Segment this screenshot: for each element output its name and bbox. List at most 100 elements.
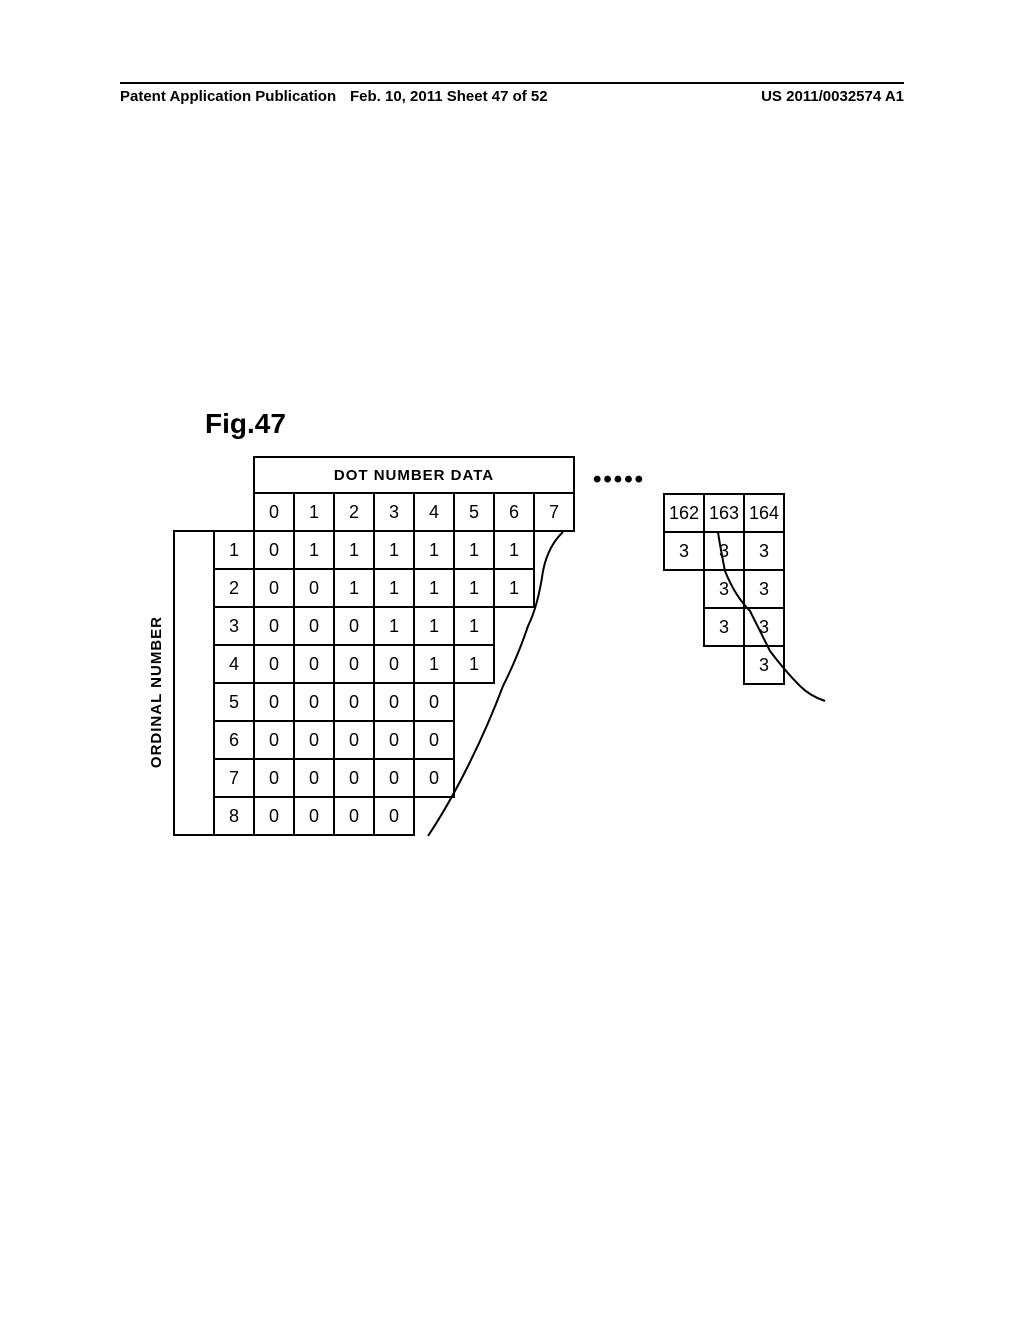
data-cell xyxy=(664,646,704,684)
data-cell: 1 xyxy=(454,645,494,683)
ordinal-cell: 5 xyxy=(214,683,254,721)
data-cell: 0 xyxy=(414,683,454,721)
main-data-table: DOT NUMBER DATA 0 1 2 3 4 5 6 7 1 0 1 1 … xyxy=(173,456,575,836)
data-cell: 1 xyxy=(454,531,494,569)
data-cell xyxy=(534,759,574,797)
data-cell xyxy=(534,531,574,569)
data-cell xyxy=(534,607,574,645)
header-publication: Patent Application Publication xyxy=(120,88,336,105)
ellipsis-dots: ••••• xyxy=(593,466,645,494)
data-cell: 0 xyxy=(254,721,294,759)
data-cell xyxy=(494,683,534,721)
data-cell xyxy=(664,608,704,646)
data-cell: 0 xyxy=(294,569,334,607)
data-cell: 3 xyxy=(704,570,744,608)
data-cell xyxy=(494,721,534,759)
data-cell: 0 xyxy=(374,759,414,797)
data-cell: 1 xyxy=(294,531,334,569)
data-cell: 3 xyxy=(664,532,704,570)
data-cell: 0 xyxy=(294,797,334,835)
data-cell: 0 xyxy=(414,759,454,797)
ordinal-cell: 1 xyxy=(214,531,254,569)
data-cell: 3 xyxy=(744,646,784,684)
dot-number-data-title: DOT NUMBER DATA xyxy=(254,457,574,493)
data-cell: 0 xyxy=(254,569,294,607)
data-cell: 0 xyxy=(374,645,414,683)
data-cell: 0 xyxy=(294,683,334,721)
ordinal-cell: 7 xyxy=(214,759,254,797)
data-cell: 1 xyxy=(374,569,414,607)
col-header: 164 xyxy=(744,494,784,532)
data-cell xyxy=(454,797,494,835)
data-cell xyxy=(534,569,574,607)
data-cell: 0 xyxy=(334,759,374,797)
data-cell: 3 xyxy=(704,608,744,646)
data-cell xyxy=(534,683,574,721)
data-cell: 0 xyxy=(414,721,454,759)
data-cell: 3 xyxy=(744,570,784,608)
header-pub-number: US 2011/0032574 A1 xyxy=(761,88,904,105)
col-header: 0 xyxy=(254,493,294,531)
data-cell: 0 xyxy=(334,797,374,835)
col-header: 6 xyxy=(494,493,534,531)
data-cell: 1 xyxy=(494,531,534,569)
data-cell: 0 xyxy=(374,721,414,759)
figure-container: ORDINAL NUMBER DOT NUMBER DATA 0 1 2 3 4… xyxy=(148,456,785,836)
data-cell xyxy=(534,721,574,759)
col-header: 4 xyxy=(414,493,454,531)
col-header: 7 xyxy=(534,493,574,531)
data-cell: 1 xyxy=(454,607,494,645)
data-cell: 0 xyxy=(254,797,294,835)
ordinal-cell: 6 xyxy=(214,721,254,759)
data-cell: 0 xyxy=(334,683,374,721)
ordinal-cell: 8 xyxy=(214,797,254,835)
data-cell xyxy=(494,759,534,797)
data-cell: 1 xyxy=(414,569,454,607)
col-header: 5 xyxy=(454,493,494,531)
data-cell: 1 xyxy=(454,569,494,607)
data-cell: 3 xyxy=(704,532,744,570)
data-cell xyxy=(454,759,494,797)
data-cell xyxy=(494,797,534,835)
data-cell: 3 xyxy=(744,532,784,570)
data-cell: 1 xyxy=(334,531,374,569)
data-cell xyxy=(454,721,494,759)
data-cell: 0 xyxy=(254,645,294,683)
ordinal-number-label: ORDINAL NUMBER xyxy=(148,616,165,768)
data-cell: 0 xyxy=(254,683,294,721)
data-cell xyxy=(704,646,744,684)
data-cell: 1 xyxy=(414,607,454,645)
data-cell xyxy=(494,645,534,683)
data-cell: 1 xyxy=(334,569,374,607)
header-date-sheet: Feb. 10, 2011 Sheet 47 of 52 xyxy=(350,88,548,105)
col-header: 2 xyxy=(334,493,374,531)
ordinal-cell: 3 xyxy=(214,607,254,645)
ordinal-cell: 4 xyxy=(214,645,254,683)
right-data-table: 162 163 164 3 3 3 3 3 3 3 3 xyxy=(663,456,785,685)
data-cell xyxy=(664,570,704,608)
data-cell: 1 xyxy=(414,531,454,569)
data-cell: 0 xyxy=(374,797,414,835)
data-cell: 0 xyxy=(254,607,294,645)
figure-label: Fig.47 xyxy=(205,408,286,440)
data-cell: 0 xyxy=(334,645,374,683)
data-cell: 0 xyxy=(294,759,334,797)
data-cell: 3 xyxy=(744,608,784,646)
data-cell xyxy=(534,645,574,683)
col-header: 162 xyxy=(664,494,704,532)
data-cell xyxy=(494,607,534,645)
data-cell: 0 xyxy=(374,683,414,721)
data-cell: 0 xyxy=(334,721,374,759)
data-cell: 0 xyxy=(294,645,334,683)
data-cell: 0 xyxy=(254,531,294,569)
data-cell xyxy=(534,797,574,835)
ordinal-cell: 2 xyxy=(214,569,254,607)
data-cell xyxy=(414,797,454,835)
data-cell xyxy=(454,683,494,721)
col-header: 3 xyxy=(374,493,414,531)
col-header: 163 xyxy=(704,494,744,532)
col-header: 1 xyxy=(294,493,334,531)
data-cell: 0 xyxy=(334,607,374,645)
data-cell: 1 xyxy=(374,531,414,569)
data-cell: 0 xyxy=(294,607,334,645)
